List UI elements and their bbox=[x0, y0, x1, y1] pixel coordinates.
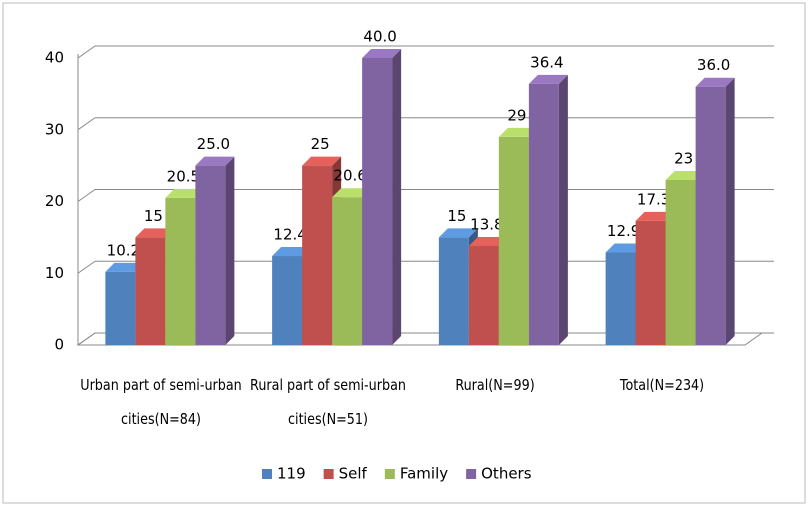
bar bbox=[468, 245, 499, 345]
bar bbox=[272, 256, 303, 345]
bar bbox=[498, 136, 529, 345]
bar bbox=[635, 220, 666, 345]
x-tick-label: Rural part of semi-urban cities(N=51) bbox=[250, 376, 407, 428]
bar bbox=[605, 252, 636, 345]
data-label: 40.0 bbox=[363, 28, 396, 46]
legend-label: 119 bbox=[277, 465, 306, 483]
data-label: 12.9 bbox=[607, 222, 640, 240]
y-tick-label: 20 bbox=[45, 192, 64, 210]
bar-top bbox=[635, 211, 675, 221]
data-label: 20.6 bbox=[333, 167, 366, 185]
bar-top bbox=[362, 49, 402, 58]
bar-top bbox=[272, 247, 312, 257]
x-tick-label: Rural(N=99) bbox=[455, 376, 535, 394]
bar-side bbox=[725, 77, 735, 345]
legend-swatch bbox=[384, 469, 395, 479]
data-label: 12.4 bbox=[273, 226, 306, 244]
data-label: 17.3 bbox=[637, 190, 670, 208]
legend-swatch bbox=[323, 469, 334, 479]
bar-top bbox=[332, 188, 372, 198]
bar-top bbox=[605, 243, 645, 253]
data-label: 36.4 bbox=[530, 53, 563, 71]
y-tick-label: 10 bbox=[45, 264, 64, 282]
bar-top bbox=[105, 262, 145, 272]
grid-line bbox=[77, 117, 96, 131]
bar bbox=[332, 197, 363, 345]
bar-top bbox=[695, 77, 735, 87]
data-label: 36.0 bbox=[697, 56, 730, 74]
x-tick-label: Urban part of semi-urban cities(N=84) bbox=[80, 376, 243, 428]
bar bbox=[695, 86, 726, 345]
data-label: 23 bbox=[674, 149, 693, 167]
grid-line bbox=[77, 260, 96, 274]
data-label: 25.0 bbox=[197, 135, 230, 153]
bar bbox=[665, 179, 696, 345]
data-label: 15 bbox=[144, 207, 163, 225]
data-label: 15 bbox=[447, 207, 466, 225]
bar-top bbox=[135, 228, 175, 238]
bar-top bbox=[302, 156, 342, 166]
bar-side bbox=[225, 156, 235, 345]
grid-line bbox=[77, 45, 96, 59]
bar bbox=[165, 197, 196, 345]
data-label: 20.5 bbox=[167, 167, 200, 185]
bar bbox=[438, 237, 469, 345]
x-tick-label: Total(N=234) bbox=[619, 376, 704, 394]
bar-top bbox=[468, 236, 508, 246]
bar-side bbox=[392, 49, 402, 345]
data-label: 13.8 bbox=[470, 215, 503, 233]
legend-label: Self bbox=[339, 465, 368, 483]
legend-label: Others bbox=[481, 465, 532, 483]
y-tick-label: 40 bbox=[45, 49, 64, 67]
legend-swatch bbox=[466, 469, 477, 479]
legend-label: Family bbox=[400, 465, 448, 483]
legend-swatch bbox=[262, 469, 272, 479]
data-label: 29 bbox=[507, 106, 526, 124]
bar bbox=[302, 165, 333, 345]
bar bbox=[135, 237, 166, 345]
bar-top bbox=[165, 188, 205, 198]
grid-line bbox=[77, 332, 96, 346]
data-label: 10.2 bbox=[107, 241, 140, 259]
data-label: 25 bbox=[311, 135, 330, 153]
bar bbox=[362, 58, 393, 345]
bar-top bbox=[195, 156, 235, 166]
y-tick-label: 0 bbox=[54, 336, 64, 354]
grid-line bbox=[77, 189, 96, 202]
bar-top bbox=[438, 228, 478, 238]
bar bbox=[195, 165, 226, 345]
bar-top bbox=[498, 127, 538, 137]
bar-side bbox=[558, 74, 568, 345]
bar bbox=[528, 83, 559, 345]
bar bbox=[105, 271, 136, 345]
bar-top bbox=[665, 170, 705, 180]
y-tick-label: 30 bbox=[45, 120, 64, 138]
bar-top bbox=[528, 74, 568, 84]
